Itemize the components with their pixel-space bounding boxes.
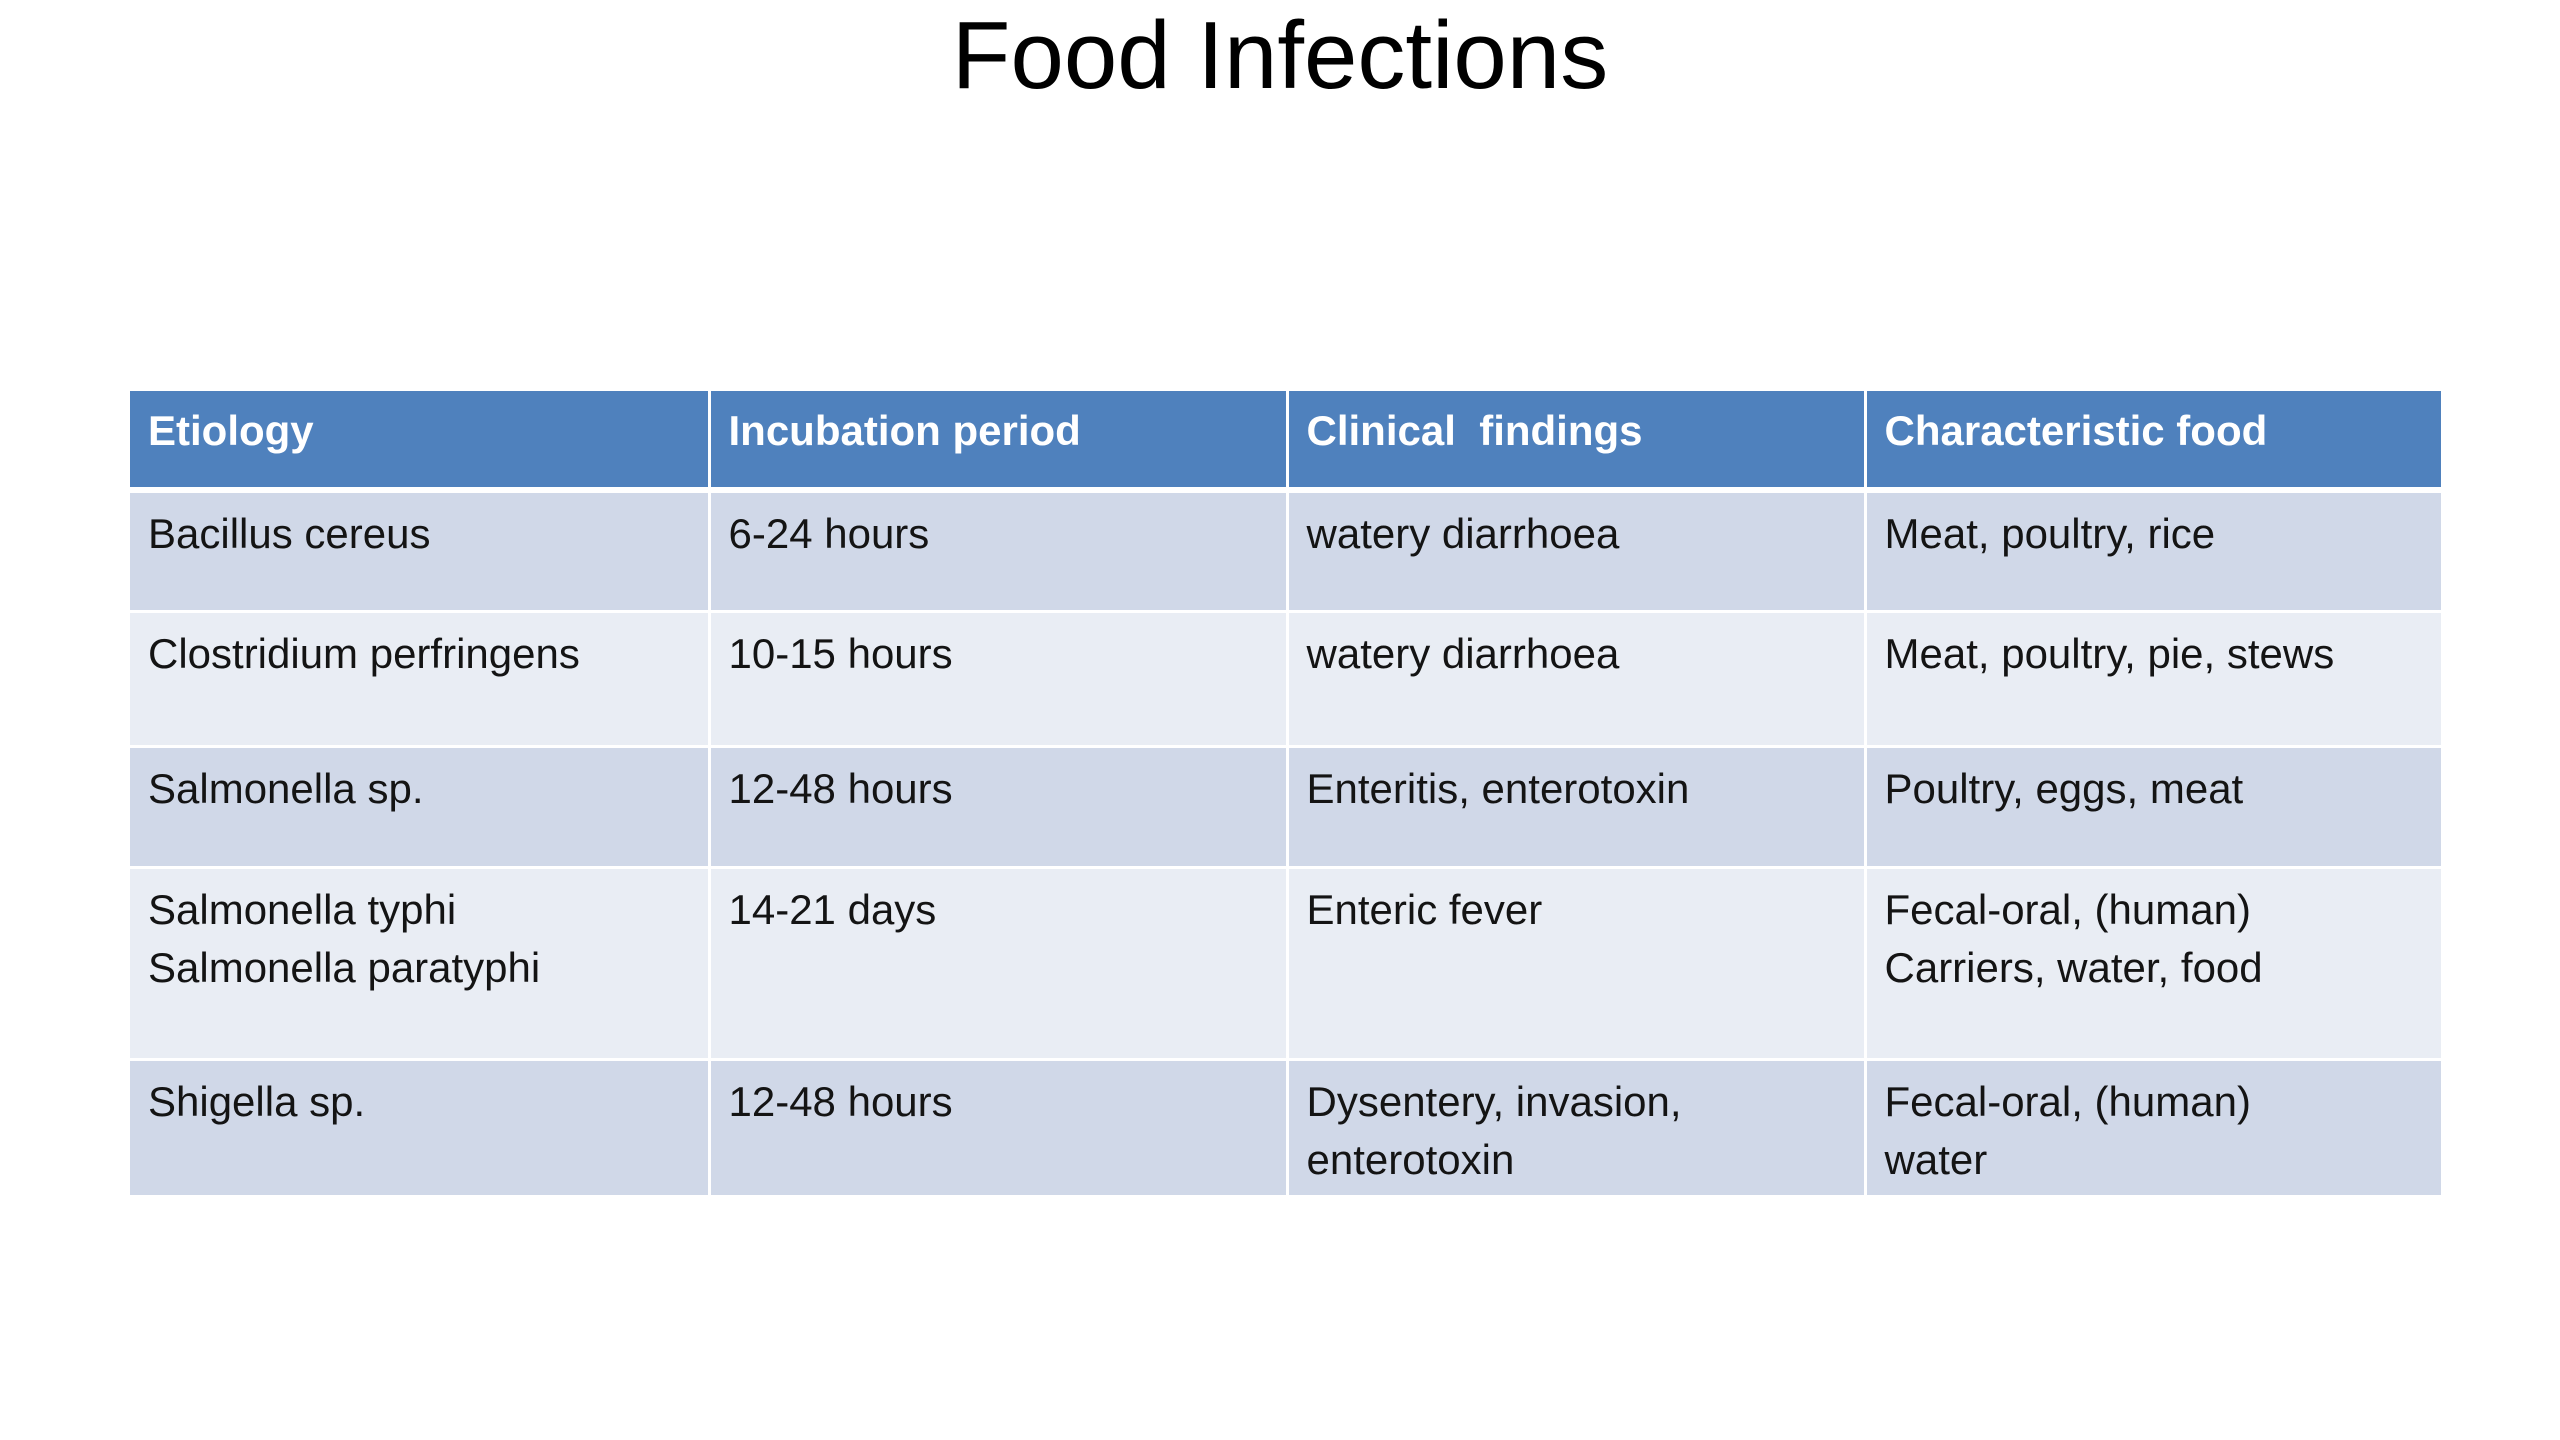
cell-characteristic-food: Fecal-oral, (human) water xyxy=(1863,1057,2441,1195)
cell-incubation-period: 14-21 days xyxy=(707,865,1287,1059)
cell-characteristic-food: Fecal-oral, (human) Carriers, water, foo… xyxy=(1863,865,2441,1059)
header-incubation-period: Incubation period xyxy=(707,391,1287,493)
table-row: Salmonella sp. 12-48 hours Enteritis, en… xyxy=(130,744,2441,867)
cell-clinical-findings: Enteric fever xyxy=(1285,865,1865,1059)
cell-clinical-findings: Dysentery, invasion, enterotoxin xyxy=(1285,1057,1865,1195)
slide-title: Food Infections xyxy=(951,2,1609,109)
table-row: Bacillus cereus 6-24 hours watery diarrh… xyxy=(130,488,2441,611)
food-infections-table: Etiology Incubation period Clinical find… xyxy=(130,391,2441,1195)
table-row: Salmonella typhi Salmonella paratyphi 14… xyxy=(130,865,2441,1059)
header-etiology: Etiology xyxy=(130,391,709,493)
cell-etiology: Clostridium perfringens xyxy=(130,609,709,746)
cell-incubation-period: 12-48 hours xyxy=(707,1057,1287,1195)
food-infections-table-container: Etiology Incubation period Clinical find… xyxy=(130,391,2441,1195)
header-characteristic-food: Characteristic food xyxy=(1863,391,2441,493)
table-row: Shigella sp. 12-48 hours Dysentery, inva… xyxy=(130,1057,2441,1195)
cell-characteristic-food: Meat, poultry, pie, stews xyxy=(1863,609,2441,746)
cell-etiology: Salmonella sp. xyxy=(130,744,709,867)
cell-characteristic-food: Meat, poultry, rice xyxy=(1863,488,2441,611)
cell-clinical-findings: Enteritis, enterotoxin xyxy=(1285,744,1865,867)
cell-incubation-period: 12-48 hours xyxy=(707,744,1287,867)
table-header-row: Etiology Incubation period Clinical find… xyxy=(130,391,2441,493)
cell-etiology: Bacillus cereus xyxy=(130,488,709,611)
cell-etiology: Shigella sp. xyxy=(130,1057,709,1195)
table-row: Clostridium perfringens 10-15 hours wate… xyxy=(130,609,2441,746)
cell-clinical-findings: watery diarrhoea xyxy=(1285,488,1865,611)
cell-incubation-period: 10-15 hours xyxy=(707,609,1287,746)
cell-clinical-findings: watery diarrhoea xyxy=(1285,609,1865,746)
cell-etiology: Salmonella typhi Salmonella paratyphi xyxy=(130,865,709,1059)
cell-characteristic-food: Poultry, eggs, meat xyxy=(1863,744,2441,867)
header-clinical-findings: Clinical findings xyxy=(1285,391,1865,493)
cell-incubation-period: 6-24 hours xyxy=(707,488,1287,611)
